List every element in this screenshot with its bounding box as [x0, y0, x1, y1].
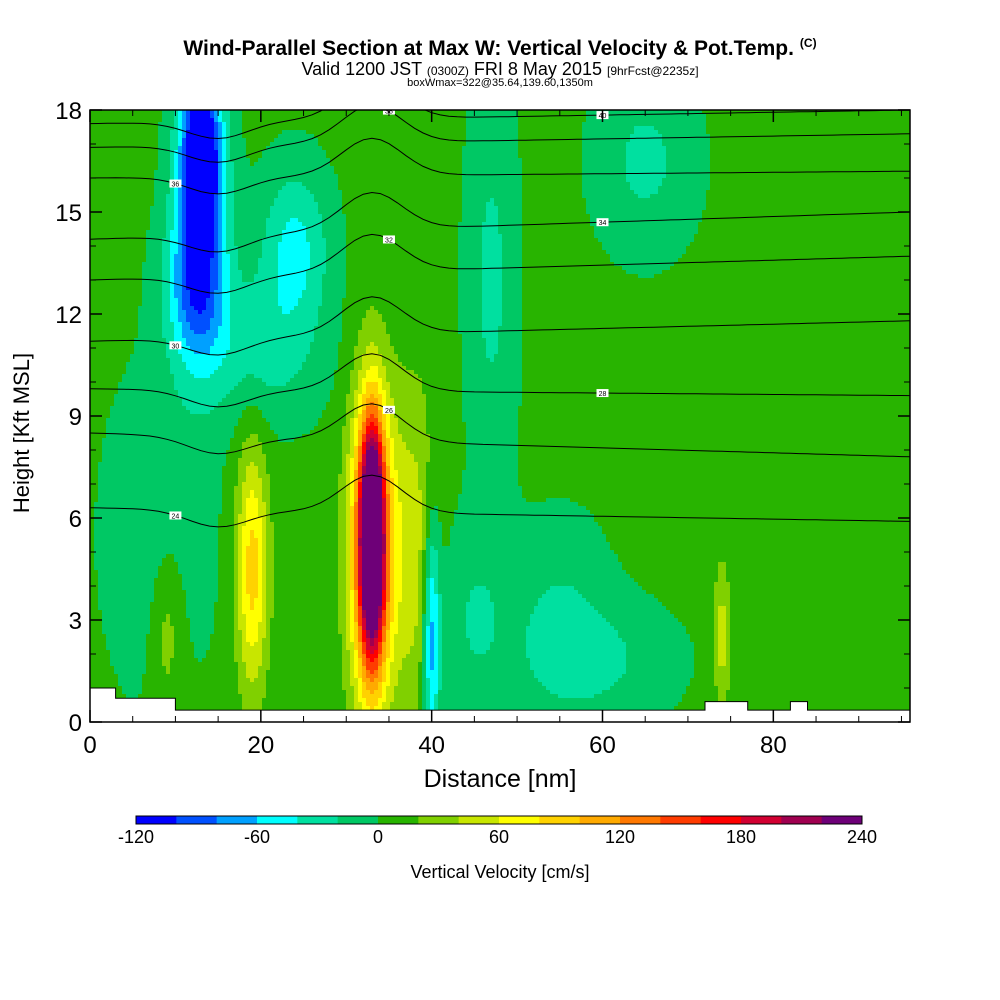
velocity-field — [90, 110, 910, 722]
colorbar-swatch — [620, 816, 661, 824]
y-tick-label: 18 — [55, 98, 82, 125]
colorbar-swatch — [337, 816, 379, 824]
colorbar-tick-label: 0 — [373, 827, 383, 847]
isentrope-label: 26 — [385, 408, 393, 415]
isentrope-line — [90, 474, 910, 528]
colorbar-swatch — [499, 816, 540, 824]
x-tick-label: 60 — [589, 732, 616, 759]
isentrope-label-bg — [382, 405, 395, 414]
isentrope-label: 30 — [172, 343, 180, 350]
colorbar-swatch — [297, 816, 339, 824]
y-axis-title: Height [Kft MSL] — [9, 343, 35, 523]
y-tick-label: 9 — [69, 404, 82, 431]
colorbar-tick-label: 240 — [847, 827, 877, 847]
isentrope-label: 28 — [599, 391, 607, 398]
isentrope-line — [90, 233, 910, 294]
isentrope-label: 32 — [385, 237, 393, 244]
chart-subtitle: Valid 1200 JST (0300Z) FRI 8 May 2015 [9… — [0, 59, 1000, 80]
chart-title-text: Wind-Parallel Section at Max W: Vertical… — [183, 37, 794, 60]
isentrope-line — [90, 353, 910, 408]
colorbar-frame — [135, 815, 863, 825]
y-tick-label: 15 — [55, 200, 82, 227]
colorbar-tick-label: 60 — [489, 827, 509, 847]
isentrope-label-bg — [382, 235, 395, 244]
colorbar-swatch — [378, 816, 419, 824]
x-tick-label: 40 — [418, 732, 445, 759]
colorbar-swatch — [821, 816, 863, 824]
colorbar-swatch — [216, 816, 258, 824]
colorbar-swatch — [176, 816, 218, 824]
x-axis-title: Distance [nm] — [90, 765, 910, 794]
colorbar-tick-label: 120 — [605, 827, 635, 847]
colorbar-swatch — [660, 816, 702, 824]
copyright-mark: (C) — [800, 36, 817, 50]
terrain-fill — [90, 687, 910, 722]
colorbar-swatch — [539, 816, 581, 824]
terrain — [90, 687, 910, 722]
x-tick-label: 20 — [247, 732, 274, 759]
colorbar-swatch — [781, 816, 823, 824]
isentrope-label: 24 — [172, 513, 180, 520]
x-tick-label: 0 — [83, 732, 96, 759]
isentrope-label-bg — [169, 341, 182, 350]
isentrope-label-bg — [596, 218, 609, 227]
chart-title: Wind-Parallel Section at Max W: Vertical… — [0, 36, 1000, 61]
colorbar-swatch — [741, 816, 782, 824]
x-tick-label: 80 — [760, 732, 787, 759]
isentrope-line — [90, 296, 910, 356]
colorbar-title: Vertical Velocity [cm/s] — [300, 862, 700, 883]
colorbar-tick-label: -60 — [244, 827, 270, 847]
colorbar: -120 -60 0 60 120 180 240 — [118, 815, 877, 847]
y-tick-label: 0 — [69, 710, 82, 737]
isentrope-line — [90, 403, 910, 458]
colorbar-swatch — [257, 816, 298, 824]
y-tick-label: 3 — [69, 608, 82, 635]
isentrope-label-bg — [169, 511, 182, 520]
isentrope-label-bg — [596, 389, 609, 398]
valid-time-utc: (0300Z) — [427, 64, 469, 78]
colorbar-tick-label: 180 — [726, 827, 756, 847]
isentrope-label-bg — [169, 179, 182, 188]
colorbar-tick-label: -120 — [118, 827, 154, 847]
valid-time: Valid 1200 JST — [301, 59, 421, 79]
colorbar-swatch — [418, 816, 460, 824]
colorbar-swatch — [458, 816, 500, 824]
isentrope-label: 34 — [599, 220, 607, 227]
isentrope-line — [90, 110, 910, 163]
y-tick-label: 12 — [55, 302, 82, 329]
y-tick-label: 6 — [69, 506, 82, 533]
isentrope-line — [90, 191, 910, 253]
isentrope-label: 36 — [172, 182, 180, 189]
valid-date: FRI 8 May 2015 — [474, 59, 602, 79]
colorbar-swatch — [579, 816, 621, 824]
isentrope-line — [90, 137, 910, 195]
colorbar-swatch — [700, 816, 742, 824]
chart-subtitle-2: boxWmax=322@35.64,139.60,1350m — [0, 77, 1000, 89]
forecast-info: [9hrFcst@2235z] — [607, 64, 699, 78]
colorbar-swatch — [136, 816, 177, 824]
